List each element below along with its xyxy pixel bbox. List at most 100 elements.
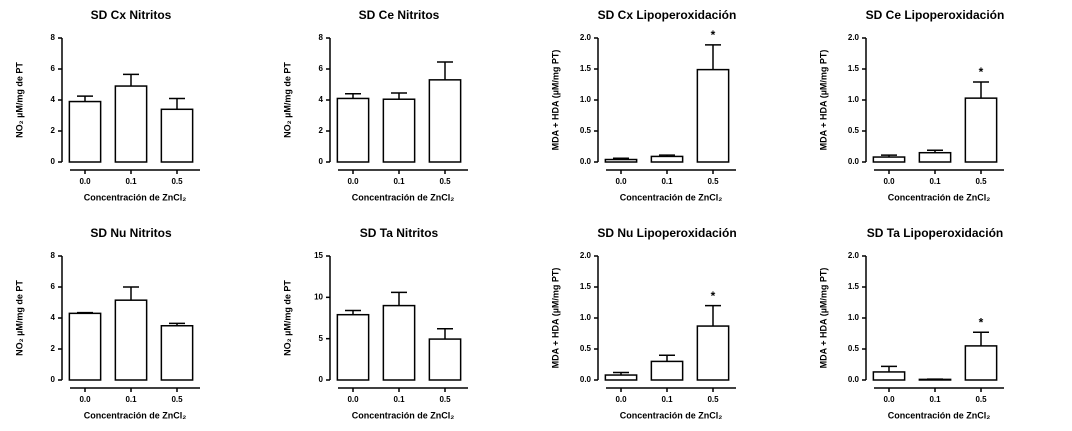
y-tick-label: 2.0 (848, 33, 860, 42)
bar (336, 313, 370, 381)
bar (336, 97, 370, 163)
x-tick-label: 0.5 (171, 395, 183, 404)
bar (604, 374, 638, 381)
y-tick-label: 0 (51, 375, 56, 384)
y-tick-label: 1.0 (580, 95, 592, 104)
y-tick-label: 0 (319, 157, 324, 166)
bar (696, 68, 730, 163)
x-axis-label: Concentración de ZnCl₂ (888, 410, 991, 420)
y-tick-label: 0.0 (580, 375, 592, 384)
y-tick-label: 6 (319, 64, 324, 73)
y-tick-label: 0.5 (580, 126, 592, 135)
bar (918, 151, 952, 163)
significance-marker: * (979, 315, 984, 329)
x-tick-label: 0.0 (79, 395, 91, 404)
error-bar (77, 311, 93, 314)
bar (428, 79, 462, 163)
bar (382, 98, 416, 163)
error-bar (927, 149, 943, 153)
chart-title: SD Ta Nitritos (360, 226, 439, 240)
y-tick-label: 5 (319, 334, 324, 343)
y-tick-label: 1.5 (580, 282, 592, 291)
error-bar (659, 154, 675, 157)
error-bar (881, 365, 897, 372)
x-tick-label: 0.5 (707, 395, 719, 404)
error-bar (973, 81, 989, 99)
y-tick-label: 0.5 (848, 126, 860, 135)
bar (68, 312, 102, 381)
y-tick-label: 4 (51, 95, 56, 104)
significance-marker: * (711, 28, 716, 42)
x-axis-label: Concentración de ZnCl₂ (620, 192, 723, 202)
bar (696, 325, 730, 381)
bar (964, 97, 998, 163)
chart-title: SD Ce Lipoperoxidación (866, 8, 1005, 22)
x-tick-label: 0.0 (347, 177, 359, 186)
x-tick-label: 0.1 (929, 177, 941, 186)
y-axis-label: NO₂ µM/mg de PT (282, 280, 292, 356)
x-axis-label: Concentración de ZnCl₂ (352, 192, 455, 202)
bar (428, 338, 462, 381)
y-tick-label: 1.0 (580, 313, 592, 322)
y-tick-label: 2.0 (580, 251, 592, 260)
error-bar (705, 304, 721, 327)
x-tick-label: 0.0 (79, 177, 91, 186)
x-tick-label: 0.0 (883, 177, 895, 186)
x-tick-label: 0.1 (125, 177, 137, 186)
bar (382, 304, 416, 381)
x-tick-label: 0.5 (439, 395, 451, 404)
chart-title: SD Ce Nitritos (359, 8, 440, 22)
y-axis-label: MDA + HDA (µM/mg PT) (550, 50, 560, 151)
x-tick-label: 0.1 (125, 395, 137, 404)
bar (650, 155, 684, 163)
error-bar (973, 331, 989, 346)
y-tick-label: 0.0 (580, 157, 592, 166)
bar (872, 156, 906, 163)
x-tick-label: 0.5 (439, 177, 451, 186)
y-axis-label: NO₂ µM/mg de PT (14, 280, 24, 356)
error-bar (613, 371, 629, 376)
bar (160, 325, 194, 381)
y-axis-label: NO₂ µM/mg de PT (282, 62, 292, 138)
error-bar (705, 44, 721, 70)
y-tick-label: 2 (319, 126, 324, 135)
error-bar (613, 157, 629, 160)
x-axis-label: Concentración de ZnCl₂ (84, 192, 187, 202)
bar (114, 299, 148, 381)
x-tick-label: 0.0 (347, 395, 359, 404)
x-axis-label: Concentración de ZnCl₂ (352, 410, 455, 420)
error-bar (881, 154, 897, 158)
bar (114, 85, 148, 163)
y-tick-label: 0 (319, 375, 324, 384)
y-tick-label: 0.0 (848, 157, 860, 166)
x-tick-label: 0.5 (171, 177, 183, 186)
y-axis-label: NO₂ µM/mg de PT (14, 62, 24, 138)
x-tick-label: 0.0 (883, 395, 895, 404)
y-tick-label: 2 (51, 126, 56, 135)
y-tick-label: 10 (314, 292, 323, 301)
error-bar (659, 354, 675, 362)
error-bar (123, 286, 139, 301)
y-tick-label: 8 (51, 251, 56, 260)
bar (160, 108, 194, 163)
y-tick-label: 15 (314, 251, 323, 260)
y-tick-label: 4 (51, 313, 56, 322)
y-tick-label: 1.5 (580, 64, 592, 73)
y-tick-label: 4 (319, 95, 324, 104)
bar (68, 100, 102, 163)
y-tick-label: 2.0 (848, 251, 860, 260)
error-bar (391, 92, 407, 100)
x-axis-label: Concentración de ZnCl₂ (84, 410, 187, 420)
significance-marker: * (979, 65, 984, 79)
y-tick-label: 8 (319, 33, 324, 42)
y-tick-label: 1.5 (848, 282, 860, 291)
bar (650, 360, 684, 381)
x-tick-label: 0.1 (661, 395, 673, 404)
error-bar (437, 61, 453, 80)
chart-title: SD Cx Nitritos (91, 8, 172, 22)
x-tick-label: 0.1 (929, 395, 941, 404)
x-tick-label: 0.1 (661, 177, 673, 186)
x-axis-label: Concentración de ZnCl₂ (888, 192, 991, 202)
x-tick-label: 0.1 (393, 395, 405, 404)
